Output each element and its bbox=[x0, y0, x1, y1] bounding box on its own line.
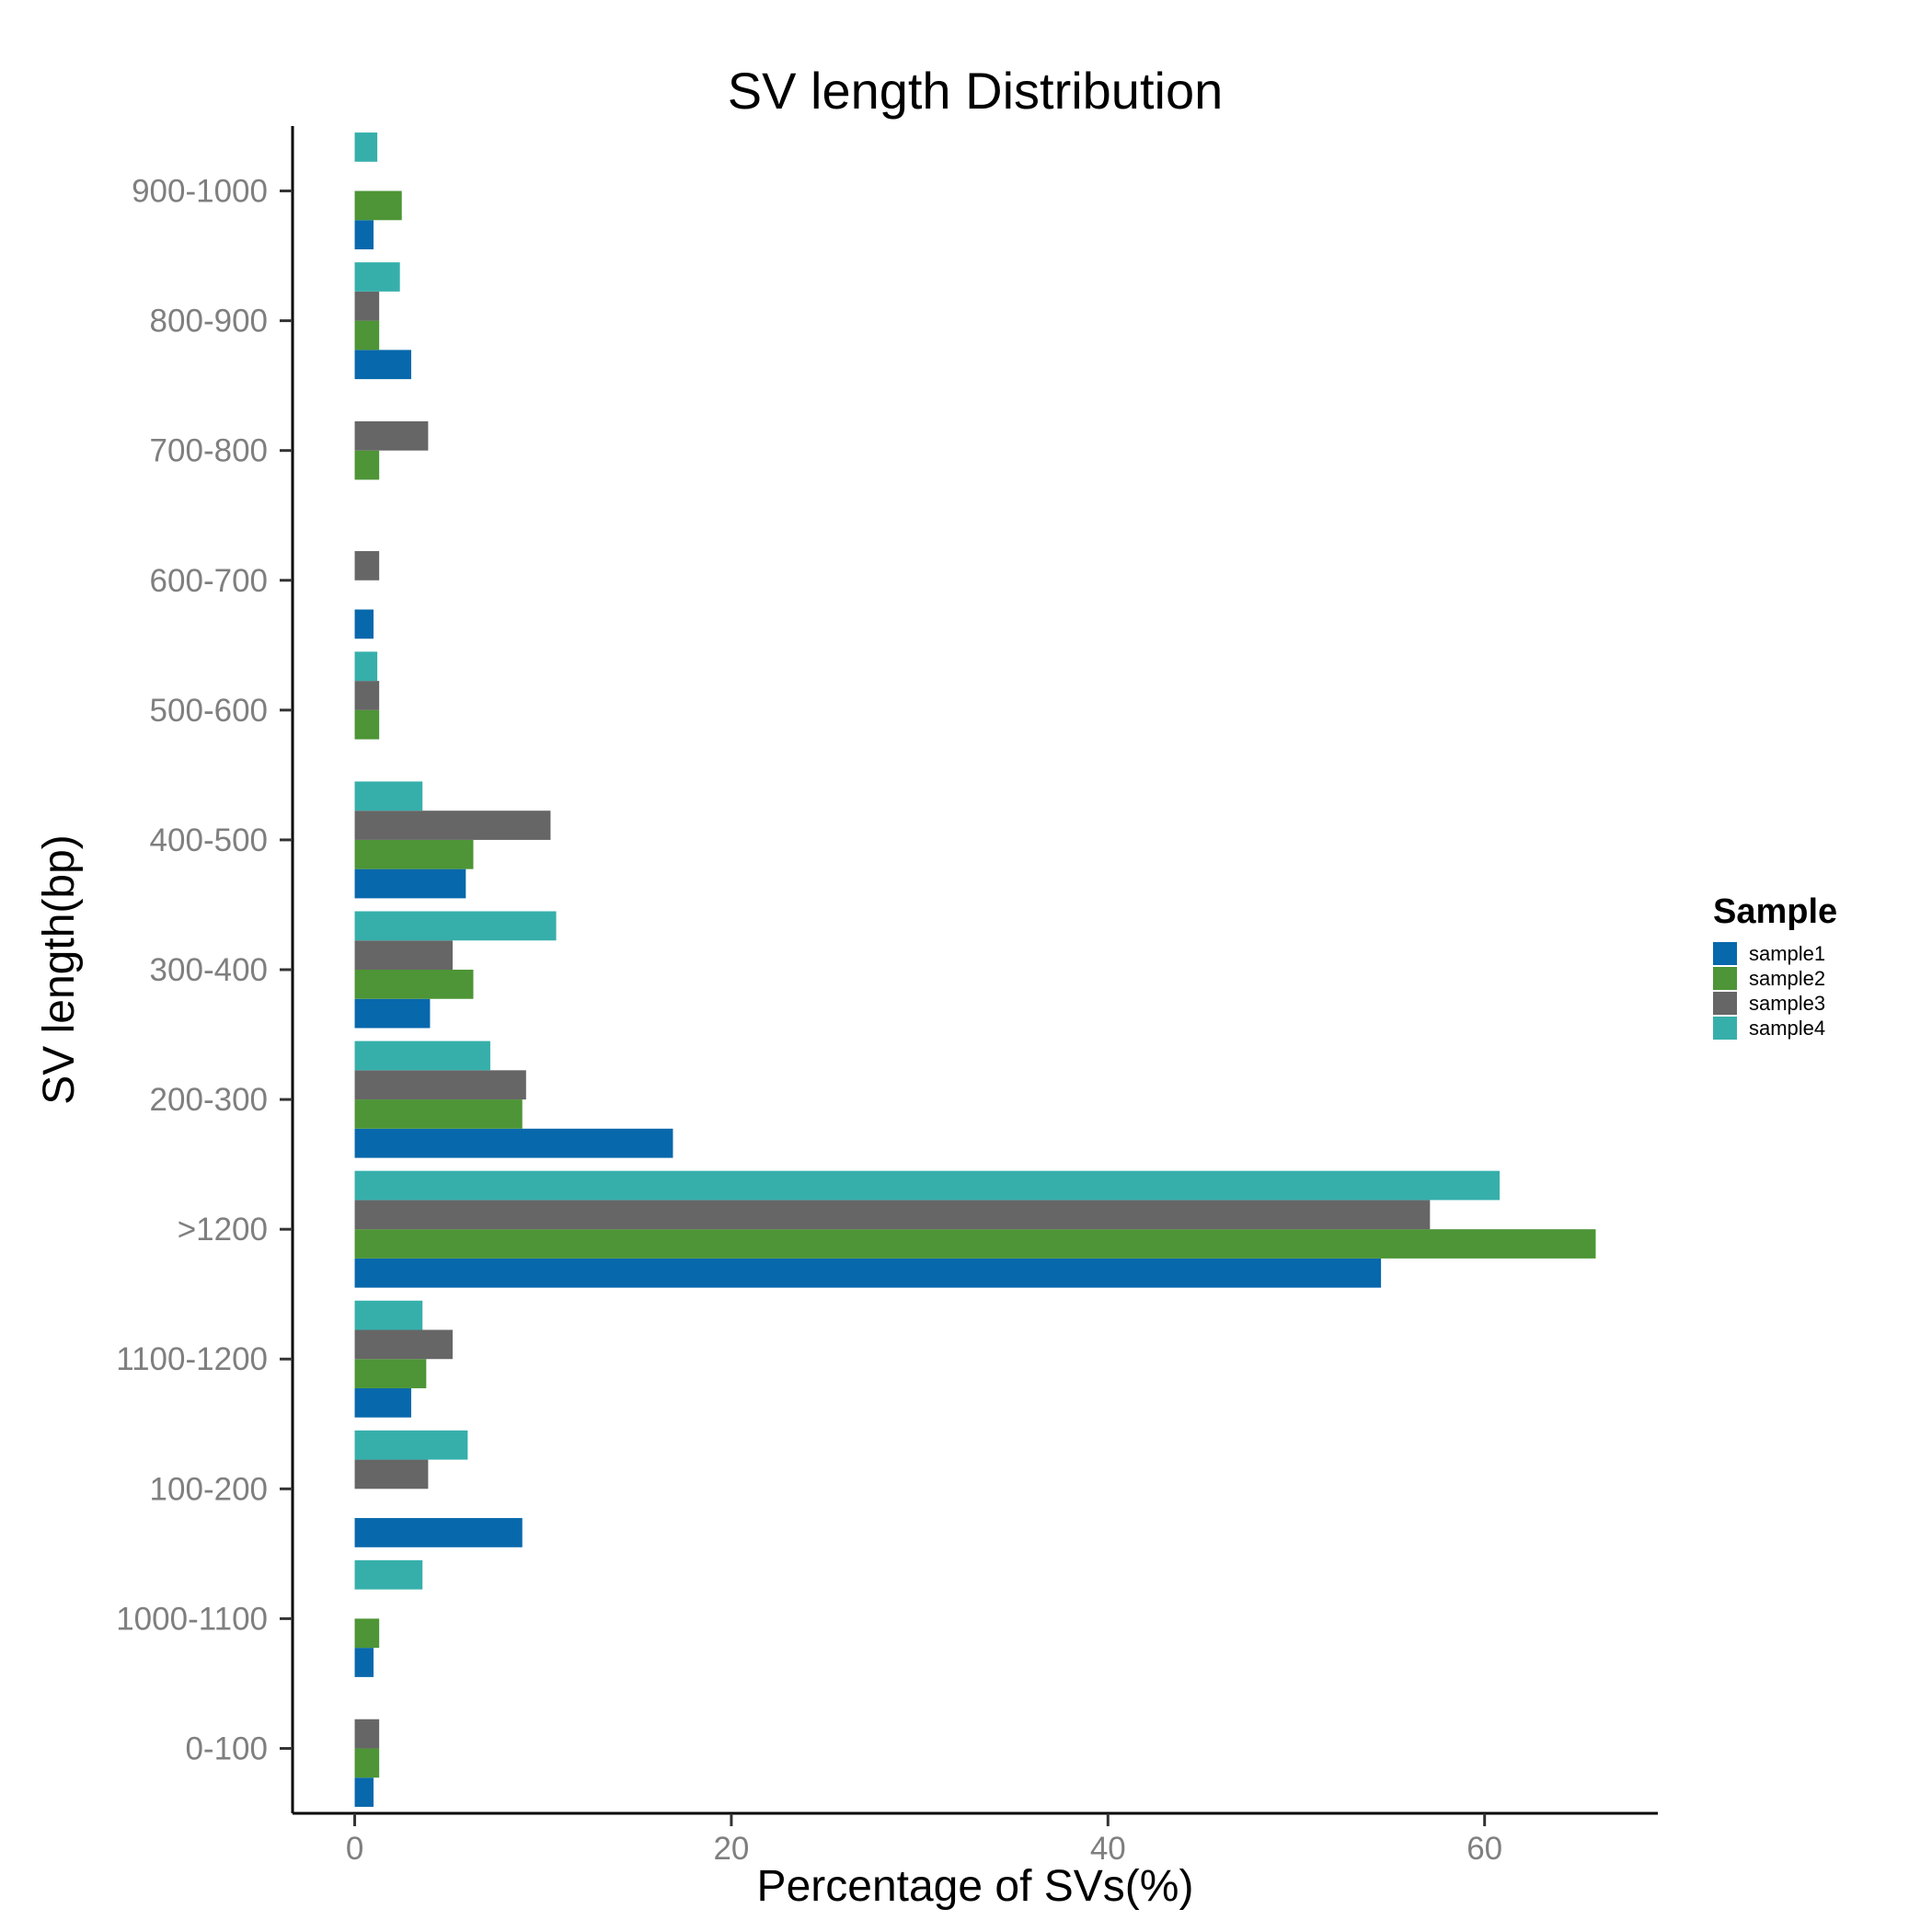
bar-sample2 bbox=[354, 450, 380, 480]
x-ticks-layer: 0 20 40 60 bbox=[346, 1813, 1502, 1867]
x-axis-title: Percentage of SVs(%) bbox=[757, 1862, 1194, 1911]
bar-sample1 bbox=[354, 1777, 374, 1807]
bar-sample3 bbox=[354, 681, 380, 710]
x-tick-label: 40 bbox=[1090, 1831, 1126, 1867]
bar-sample4 bbox=[354, 651, 378, 682]
legend-swatch-sample2 bbox=[1713, 967, 1737, 990]
bar-sample3 bbox=[354, 291, 380, 321]
y-ticks-layer: 0-100 1000-1100 100-200 1100-1200 >1200 200-3… bbox=[116, 174, 293, 1766]
y-tick-label: 300-400 bbox=[150, 952, 268, 988]
bar-sample3 bbox=[354, 420, 429, 451]
bar-sample3 bbox=[354, 940, 453, 970]
bar-sample1 bbox=[354, 868, 466, 899]
y-tick-label: 200-300 bbox=[150, 1082, 268, 1118]
bar-sample3 bbox=[354, 1070, 526, 1100]
bar-sample3 bbox=[354, 1200, 1431, 1230]
legend-label-sample2: sample2 bbox=[1749, 967, 1825, 990]
chart-title: SV length Distribution bbox=[728, 62, 1224, 120]
bar-sample2 bbox=[354, 1359, 427, 1388]
legend-label-sample1: sample1 bbox=[1749, 942, 1825, 965]
y-tick-label: 700-800 bbox=[150, 433, 268, 469]
y-axis-title: SV length(bp) bbox=[35, 834, 84, 1105]
y-tick-label: 0-100 bbox=[185, 1731, 268, 1766]
bar-sample4 bbox=[354, 262, 400, 292]
x-tick-label: 20 bbox=[713, 1831, 749, 1867]
bar-sample3 bbox=[354, 1459, 429, 1489]
legend-swatch-sample4 bbox=[1713, 1017, 1737, 1040]
legend-swatch-sample1 bbox=[1713, 942, 1737, 965]
bar-sample2 bbox=[354, 839, 474, 869]
y-tick-label: 900-1000 bbox=[132, 174, 268, 210]
y-tick-label: >1200 bbox=[178, 1212, 268, 1248]
legend-swatch-sample3 bbox=[1713, 992, 1737, 1015]
bars-layer bbox=[354, 132, 1596, 1807]
bar-sample4 bbox=[354, 781, 423, 811]
y-tick-label: 800-900 bbox=[150, 304, 268, 339]
bar-sample4 bbox=[354, 1041, 490, 1071]
bar-sample2 bbox=[354, 320, 380, 351]
bar-sample2 bbox=[354, 709, 380, 740]
legend-title: Sample bbox=[1713, 892, 1837, 931]
bar-sample2 bbox=[354, 970, 474, 999]
bar-sample2 bbox=[354, 1748, 380, 1778]
bar-sample1 bbox=[354, 609, 374, 639]
bar-sample1 bbox=[354, 220, 374, 250]
x-tick-label: 0 bbox=[346, 1831, 363, 1867]
bar-sample1 bbox=[354, 1387, 411, 1418]
y-tick-label: 1100-1200 bbox=[116, 1341, 268, 1377]
bar-sample4 bbox=[354, 1170, 1501, 1201]
bar-sample2 bbox=[354, 1099, 523, 1129]
bar-sample3 bbox=[354, 811, 551, 840]
bar-sample4 bbox=[354, 132, 378, 162]
bar-sample2 bbox=[354, 1229, 1596, 1259]
bar-sample4 bbox=[354, 1559, 423, 1590]
bar-sample3 bbox=[354, 1329, 453, 1360]
bar-sample4 bbox=[354, 1300, 423, 1330]
bar-sample3 bbox=[354, 1719, 380, 1749]
x-tick-label: 60 bbox=[1466, 1831, 1502, 1867]
bar-sample2 bbox=[354, 190, 402, 221]
axes-layer bbox=[291, 126, 1658, 1815]
bar-sample3 bbox=[354, 551, 380, 581]
bar-sample4 bbox=[354, 911, 557, 941]
legend-label-sample3: sample3 bbox=[1749, 992, 1825, 1015]
bar-sample1 bbox=[354, 998, 431, 1029]
y-tick-label: 1000-1100 bbox=[116, 1601, 268, 1637]
bar-sample1 bbox=[354, 1648, 374, 1677]
legend-label-sample4: sample4 bbox=[1749, 1017, 1825, 1040]
bar-sample2 bbox=[354, 1618, 380, 1649]
bar-sample1 bbox=[354, 350, 411, 380]
y-tick-label: 600-700 bbox=[150, 563, 268, 599]
bar-sample1 bbox=[354, 1258, 1382, 1288]
y-tick-label: 100-200 bbox=[150, 1471, 268, 1507]
bar-sample4 bbox=[354, 1430, 468, 1460]
bar-sample1 bbox=[354, 1128, 673, 1158]
bar-sample1 bbox=[354, 1518, 523, 1547]
y-tick-label: 400-500 bbox=[150, 822, 268, 858]
y-tick-label: 500-600 bbox=[150, 693, 268, 729]
